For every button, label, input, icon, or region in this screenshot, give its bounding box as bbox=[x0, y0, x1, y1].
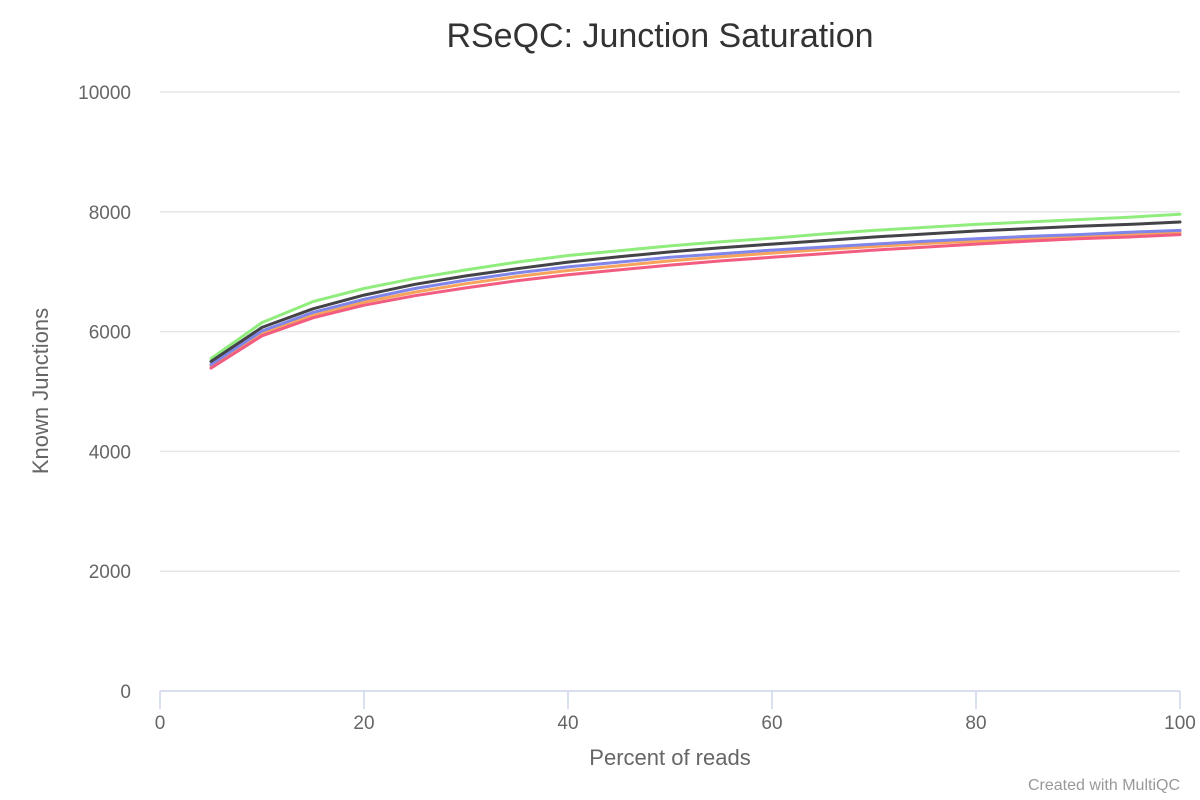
credit-text[interactable]: Created with MultiQC bbox=[1028, 777, 1180, 794]
x-axis-label: Percent of reads bbox=[589, 745, 750, 770]
x-tick-label: 40 bbox=[557, 713, 578, 734]
series-line-4[interactable] bbox=[209, 220, 1182, 363]
series-line-3[interactable] bbox=[209, 228, 1182, 366]
x-tick-labels: 0 20 40 60 80 100 bbox=[155, 713, 1196, 734]
grid-lines bbox=[160, 91, 1180, 572]
y-axis-label: Known Junctions bbox=[28, 308, 53, 474]
x-tick-label: 0 bbox=[155, 713, 166, 734]
x-tick-label: 80 bbox=[965, 713, 986, 734]
y-tick-labels: 0 2000 4000 6000 8000 10000 bbox=[78, 83, 131, 703]
x-tick-label: 20 bbox=[353, 713, 374, 734]
x-tick-label: 100 bbox=[1164, 713, 1196, 734]
x-tick-label: 60 bbox=[761, 713, 782, 734]
series-line-5[interactable] bbox=[209, 233, 1182, 370]
series-line-2[interactable] bbox=[209, 230, 1182, 368]
y-tick-label: 10000 bbox=[78, 83, 131, 104]
y-tick-label: 2000 bbox=[89, 562, 131, 583]
y-tick-label: 0 bbox=[120, 682, 131, 703]
chart-title: RSeQC: Junction Saturation bbox=[446, 17, 873, 55]
y-tick-label: 4000 bbox=[89, 442, 131, 463]
series-lines bbox=[209, 212, 1182, 370]
y-tick-label: 8000 bbox=[89, 203, 131, 224]
y-tick-label: 6000 bbox=[89, 323, 131, 344]
series-line-1[interactable] bbox=[209, 212, 1182, 361]
axes bbox=[159, 690, 1181, 709]
